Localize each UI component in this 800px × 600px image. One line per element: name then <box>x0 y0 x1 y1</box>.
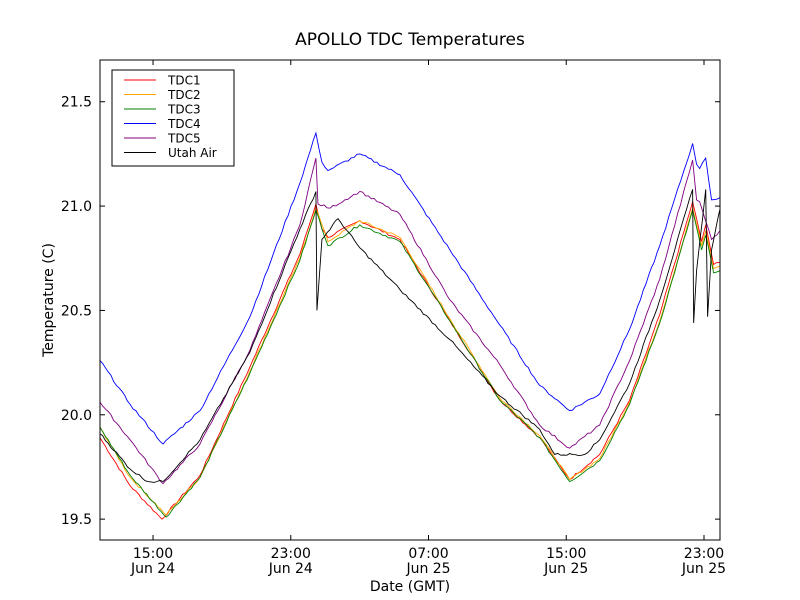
legend-label-tdc1: TDC1 <box>167 74 201 88</box>
x-tick-label-date: Jun 24 <box>130 561 175 577</box>
y-tick-label: 19.5 <box>61 512 92 528</box>
chart-title: APOLLO TDC Temperatures <box>295 30 525 50</box>
x-tick-label-time: 07:00 <box>408 546 448 562</box>
legend-label-tdc4: TDC4 <box>167 117 201 131</box>
legend-label-tdc3: TDC3 <box>167 103 201 117</box>
x-tick-label-time: 23:00 <box>271 546 311 562</box>
series-line-tdc2 <box>100 206 720 516</box>
x-tick-label-time: 15:00 <box>133 546 173 562</box>
x-tick-label-date: Jun 25 <box>681 561 726 577</box>
series-line-tdc5 <box>100 157 720 485</box>
series-line-utah-air <box>100 189 720 483</box>
x-tick-label-date: Jun 25 <box>405 561 450 577</box>
legend-label-tdc2: TDC2 <box>167 88 201 102</box>
x-tick-label-date: Jun 24 <box>268 561 313 577</box>
series-line-tdc1 <box>100 200 720 520</box>
x-tick-label-time: 15:00 <box>546 546 586 562</box>
series-line-tdc4 <box>100 131 720 445</box>
plot-area <box>100 131 720 520</box>
y-tick-label: 21.5 <box>61 95 92 111</box>
y-tick-label: 21.0 <box>61 199 92 215</box>
series-layer <box>100 131 720 520</box>
x-tick-label-time: 23:00 <box>684 546 724 562</box>
axes-frame <box>99 59 721 541</box>
x-tick-label-date: Jun 25 <box>543 561 588 577</box>
series-line-tdc3 <box>100 208 720 518</box>
legend-frame <box>111 69 235 167</box>
x-axis-label: Date (GMT) <box>370 579 450 595</box>
legend-label-utah-air: Utah Air <box>168 146 217 160</box>
y-tick-label: 20.5 <box>61 303 92 319</box>
y-axis-label: Temperature (C) <box>41 243 57 358</box>
legend-label-tdc5: TDC5 <box>167 132 201 146</box>
y-tick-label: 20.0 <box>61 408 92 424</box>
